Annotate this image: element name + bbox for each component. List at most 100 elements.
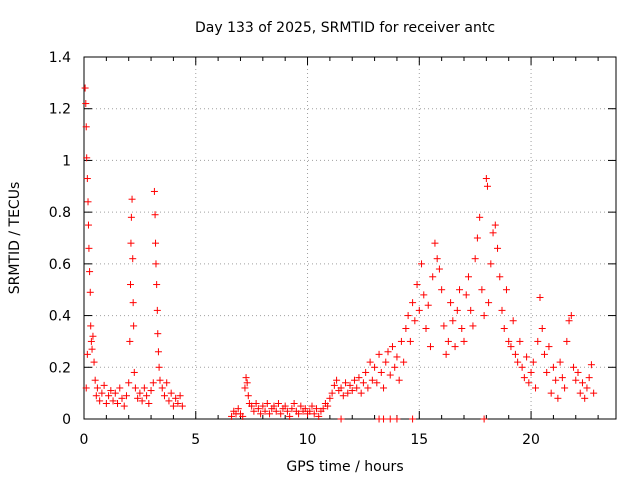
data-point: [565, 317, 573, 325]
data-point: [96, 397, 104, 405]
data-point: [355, 374, 363, 382]
data-point: [413, 281, 421, 289]
data-point: [536, 293, 544, 301]
data-point: [380, 415, 388, 423]
data-point: [590, 389, 598, 397]
data-point: [100, 381, 108, 389]
data-point: [89, 332, 97, 340]
data-point: [393, 415, 401, 423]
data-point: [83, 175, 91, 183]
data-point: [556, 358, 564, 366]
data-point: [315, 412, 323, 420]
data-point: [129, 299, 137, 307]
data-point: [346, 381, 354, 389]
data-point: [574, 368, 582, 376]
data-point: [375, 350, 383, 358]
data-point: [84, 221, 92, 229]
data-point: [310, 410, 318, 418]
x-tick-label: 0: [80, 432, 89, 448]
data-point: [272, 407, 280, 415]
data-point: [153, 306, 161, 314]
data-point: [339, 392, 347, 400]
data-point: [525, 379, 533, 387]
data-point: [380, 384, 388, 392]
data-point: [587, 361, 595, 369]
data-point: [471, 255, 479, 263]
data-point: [82, 100, 90, 108]
data-point: [585, 374, 593, 382]
data-point: [270, 402, 278, 410]
data-point: [337, 415, 345, 423]
data-point: [496, 273, 504, 281]
data-point: [357, 389, 365, 397]
data-point: [411, 317, 419, 325]
data-point: [578, 379, 586, 387]
data-point: [511, 350, 519, 358]
data-point: [558, 374, 566, 382]
data-point: [140, 384, 148, 392]
data-point: [371, 363, 379, 371]
data-point: [326, 394, 334, 402]
x-tick-label: 5: [191, 432, 200, 448]
plot-frame: [83, 56, 617, 420]
data-point: [88, 345, 96, 353]
data-point: [297, 402, 305, 410]
data-point: [534, 337, 542, 345]
data-point: [263, 399, 271, 407]
data-point: [397, 337, 405, 345]
data-point: [281, 402, 289, 410]
data-point: [502, 286, 510, 294]
data-point: [391, 363, 399, 371]
data-point: [494, 244, 502, 252]
data-point: [85, 244, 93, 252]
data-point: [163, 379, 171, 387]
data-point: [489, 229, 497, 237]
data-point: [438, 286, 446, 294]
data-point: [429, 273, 437, 281]
chart-title: Day 133 of 2025, SRMTID for receiver ant…: [195, 20, 495, 36]
data-point: [456, 286, 464, 294]
data-point: [277, 410, 285, 418]
data-point: [127, 239, 135, 247]
data-point: [169, 402, 177, 410]
x-tick-label: 10: [299, 432, 317, 448]
data-point: [462, 291, 470, 299]
data-point: [483, 182, 491, 190]
data-point: [257, 410, 265, 418]
data-point: [418, 260, 426, 268]
data-point: [426, 343, 434, 351]
data-point: [373, 379, 381, 387]
data-point: [254, 405, 262, 413]
data-point: [165, 397, 173, 405]
data-point: [126, 281, 134, 289]
x-tick-label: 20: [522, 432, 540, 448]
data-point: [518, 363, 526, 371]
data-point: [422, 325, 430, 332]
data-point: [105, 392, 113, 400]
data-point: [156, 376, 164, 384]
data-point: [467, 306, 475, 314]
data-point: [344, 389, 352, 397]
data-point: [252, 399, 260, 407]
data-point: [158, 384, 166, 392]
data-point: [480, 415, 488, 423]
data-point: [350, 376, 358, 384]
y-tick-label: 0.2: [49, 360, 71, 376]
data-point: [312, 405, 320, 413]
data-point: [243, 379, 251, 387]
y-tick-label: 0.4: [49, 309, 71, 325]
data-point: [109, 397, 117, 405]
y-axis-label: SRMTID / TECUs: [7, 182, 23, 295]
data-point: [259, 402, 267, 410]
y-tick-label: 1.2: [49, 102, 71, 118]
data-point: [136, 389, 144, 397]
data-point: [150, 187, 158, 195]
data-point: [116, 384, 124, 392]
data-point: [131, 384, 139, 392]
data-point: [154, 330, 162, 338]
data-point: [90, 358, 98, 366]
data-point: [93, 384, 101, 392]
data-point: [174, 399, 182, 407]
data-point: [382, 358, 390, 366]
